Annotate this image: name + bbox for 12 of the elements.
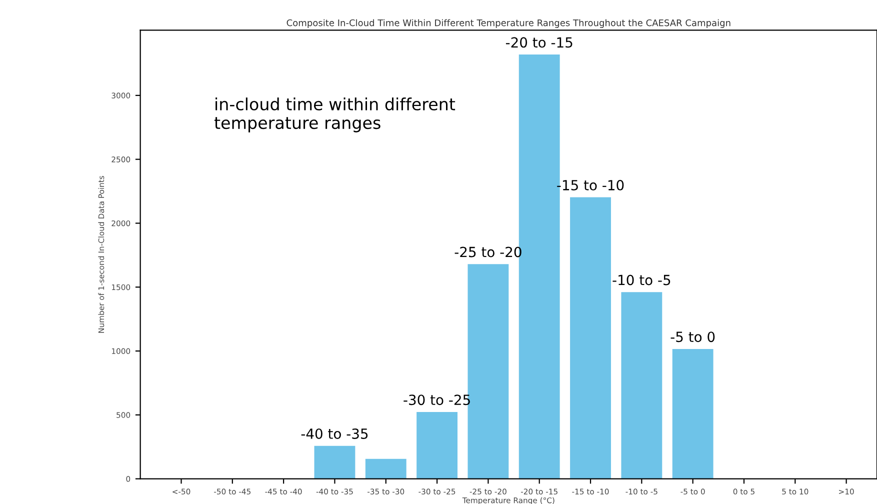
bar xyxy=(365,458,406,479)
bar xyxy=(570,197,611,479)
annotation: -20 to -15 xyxy=(506,37,572,48)
chart-title: Composite In-Cloud Time Within Different Temperature Ranges Throughout the CAESAR Campaign xyxy=(286,19,730,28)
annotation: -40 to -35 xyxy=(301,428,368,439)
bar xyxy=(416,412,458,479)
annotation: in-cloud time within different temperature ranges xyxy=(214,98,456,132)
bar xyxy=(314,446,356,479)
annotation: -10 to -5 xyxy=(612,274,670,286)
bar xyxy=(672,348,714,479)
annotation: -5 to 0 xyxy=(670,332,715,342)
bar xyxy=(621,292,662,479)
